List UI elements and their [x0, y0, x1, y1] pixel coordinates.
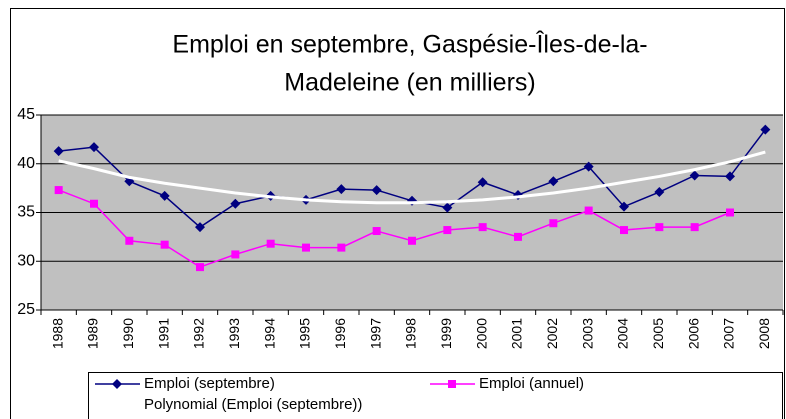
x-tick-label: 2007 [721, 318, 737, 349]
chart-title: Madeleine (en milliers) [284, 69, 535, 97]
x-tick-label: 1988 [49, 318, 65, 349]
point [54, 186, 63, 195]
series-line [58, 189, 731, 268]
point [549, 219, 558, 228]
point [478, 223, 487, 232]
y-tick-label: 30 [17, 252, 35, 269]
point [726, 208, 734, 217]
x-tick-label: 1993 [226, 318, 242, 349]
point [90, 199, 98, 208]
legend-label: Emploi (annuel) [479, 375, 584, 392]
x-tick-label: 1996 [332, 318, 348, 349]
y-tick-label: 25 [17, 301, 35, 318]
point [337, 243, 346, 252]
legend [88, 372, 783, 419]
legend-label: Polynomial (Emploi (septembre)) [144, 396, 362, 413]
point [89, 142, 99, 153]
point [443, 226, 452, 235]
point [620, 226, 628, 235]
point [125, 236, 134, 245]
x-tick-label: 2002 [544, 318, 560, 349]
point [195, 222, 205, 233]
point [53, 146, 64, 157]
y-tick-label: 35 [17, 204, 35, 221]
point [230, 198, 241, 209]
point [690, 223, 699, 232]
series-line [58, 150, 766, 205]
x-tick-label: 2008 [756, 318, 772, 349]
point [336, 184, 347, 195]
x-tick-label: 1995 [297, 318, 313, 349]
point [442, 202, 453, 213]
point [548, 176, 559, 187]
point [477, 177, 488, 188]
point [760, 124, 771, 135]
point [619, 201, 629, 212]
point [231, 250, 240, 259]
point [514, 232, 522, 241]
x-tick-label: 1998 [403, 318, 419, 349]
point [689, 170, 700, 181]
x-tick-label: 1990 [120, 318, 136, 349]
point [408, 236, 416, 245]
x-tick-label: 1989 [85, 318, 101, 349]
point [655, 223, 664, 232]
x-tick-label: 2000 [473, 318, 489, 349]
point [372, 227, 381, 236]
point [584, 206, 593, 215]
point [448, 380, 456, 388]
chart-title: Emploi en septembre, Gaspésie-Îles-de-la… [172, 30, 647, 59]
x-tick-label: 1991 [155, 318, 171, 349]
x-tick-label: 2006 [685, 318, 701, 349]
point [302, 243, 310, 252]
x-tick-label: 2004 [615, 318, 631, 349]
x-tick-label: 2001 [509, 318, 525, 349]
point [583, 161, 594, 172]
point [160, 240, 169, 249]
point [112, 379, 122, 389]
point [725, 171, 735, 182]
y-tick-label: 45 [17, 106, 35, 123]
x-tick-label: 1994 [261, 318, 277, 349]
legend-label: Emploi (septembre) [144, 375, 275, 392]
x-tick-label: 1999 [438, 318, 454, 349]
point [266, 239, 275, 248]
x-tick-label: 1992 [191, 318, 207, 349]
x-tick-label: 1997 [367, 318, 383, 349]
point [371, 185, 382, 196]
x-tick-label: 2005 [650, 318, 666, 349]
point [196, 263, 204, 272]
y-tick-label: 40 [17, 155, 35, 172]
x-tick-label: 2003 [579, 318, 595, 349]
point [654, 187, 665, 198]
point [159, 190, 170, 201]
